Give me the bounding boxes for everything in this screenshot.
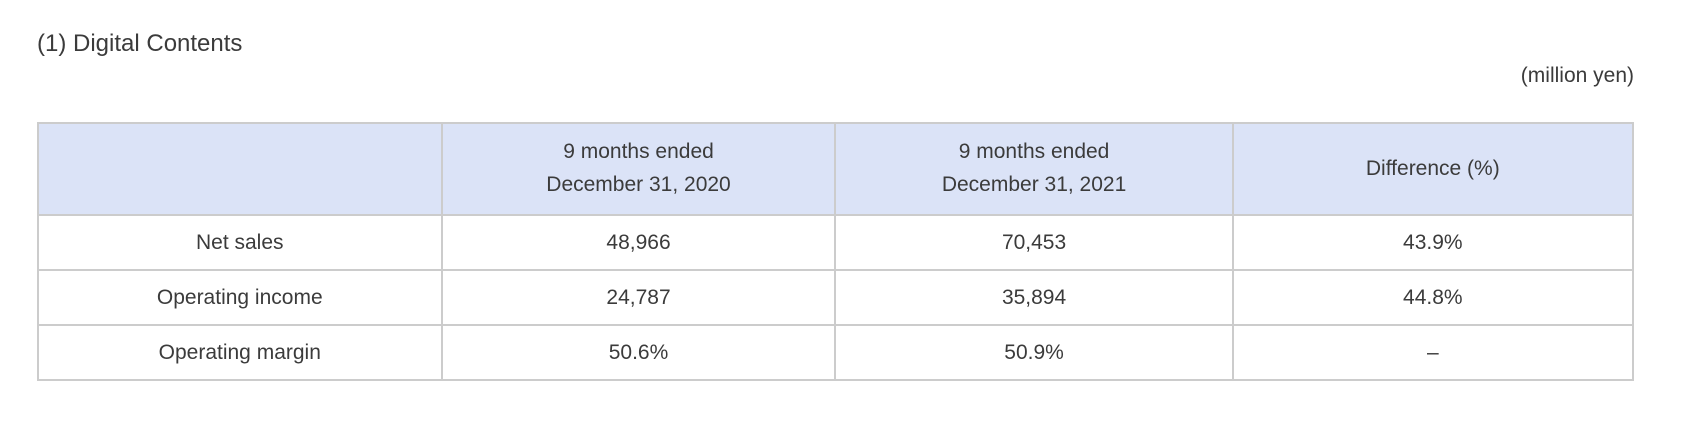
cell-operating-income-difference: 44.8% [1231,269,1635,326]
row-label-net-sales: Net sales [37,214,443,271]
table-header-row: 9 months ended December 31, 2020 9 month… [37,122,1635,216]
unit-note: (million yen) [1520,64,1634,87]
cell-operating-margin-2020: 50.6% [440,324,837,381]
header-blank [37,122,443,216]
cell-net-sales-2021: 70,453 [834,214,1234,271]
table-row-operating-margin: Operating margin 50.6% 50.9% – [37,324,1635,381]
cell-operating-margin-difference: – [1231,324,1635,381]
row-label-operating-income: Operating income [37,269,443,326]
table-row-net-sales: Net sales 48,966 70,453 43.9% [37,214,1635,271]
row-label-operating-margin: Operating margin [37,324,443,381]
header-difference-percent: Difference (%) [1231,122,1635,216]
cell-operating-margin-2021: 50.9% [834,324,1234,381]
cell-net-sales-2020: 48,966 [440,214,837,271]
cell-operating-income-2020: 24,787 [440,269,837,326]
digital-contents-table: 9 months ended December 31, 2020 9 month… [37,122,1635,381]
table-row-operating-income: Operating income 24,787 35,894 44.8% [37,269,1635,326]
header-9m-ended-2020: 9 months ended December 31, 2020 [440,122,837,216]
cell-net-sales-difference: 43.9% [1231,214,1635,271]
page-title: (1) Digital Contents [37,30,243,57]
cell-operating-income-2021: 35,894 [834,269,1234,326]
header-9m-ended-2021: 9 months ended December 31, 2021 [834,122,1234,216]
